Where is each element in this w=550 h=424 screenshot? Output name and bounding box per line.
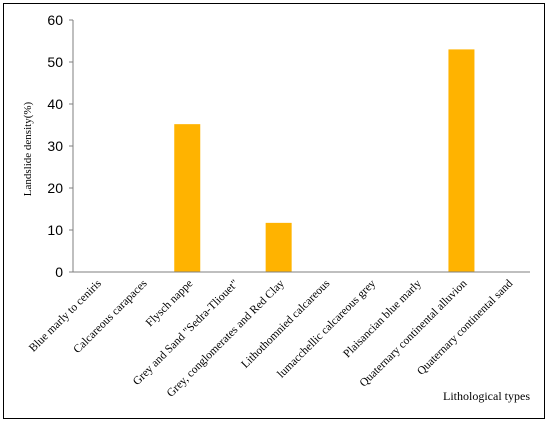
x-tick-label: Quaternary continental sand <box>415 277 515 377</box>
y-tick-label: 20 <box>47 180 63 196</box>
y-axis-label: Landslide density(%) <box>22 101 34 196</box>
x-axis-label: Lithological types <box>443 389 530 403</box>
y-axis: 0 10 20 30 40 50 60 <box>47 12 74 280</box>
bars <box>174 49 475 273</box>
y-tick-label: 0 <box>55 264 63 280</box>
y-tick-label: 60 <box>47 12 63 28</box>
y-tick-label: 30 <box>47 138 63 154</box>
bar <box>448 49 475 273</box>
y-tick-label: 10 <box>47 222 63 238</box>
bar <box>265 222 292 272</box>
x-tick-label: Lithothomnied calcareous <box>239 277 333 371</box>
x-tick-label: Plaisancian blue marly <box>341 277 424 360</box>
y-tick-label: 50 <box>47 54 63 70</box>
bar <box>174 124 201 272</box>
y-tick-label: 40 <box>47 96 63 112</box>
